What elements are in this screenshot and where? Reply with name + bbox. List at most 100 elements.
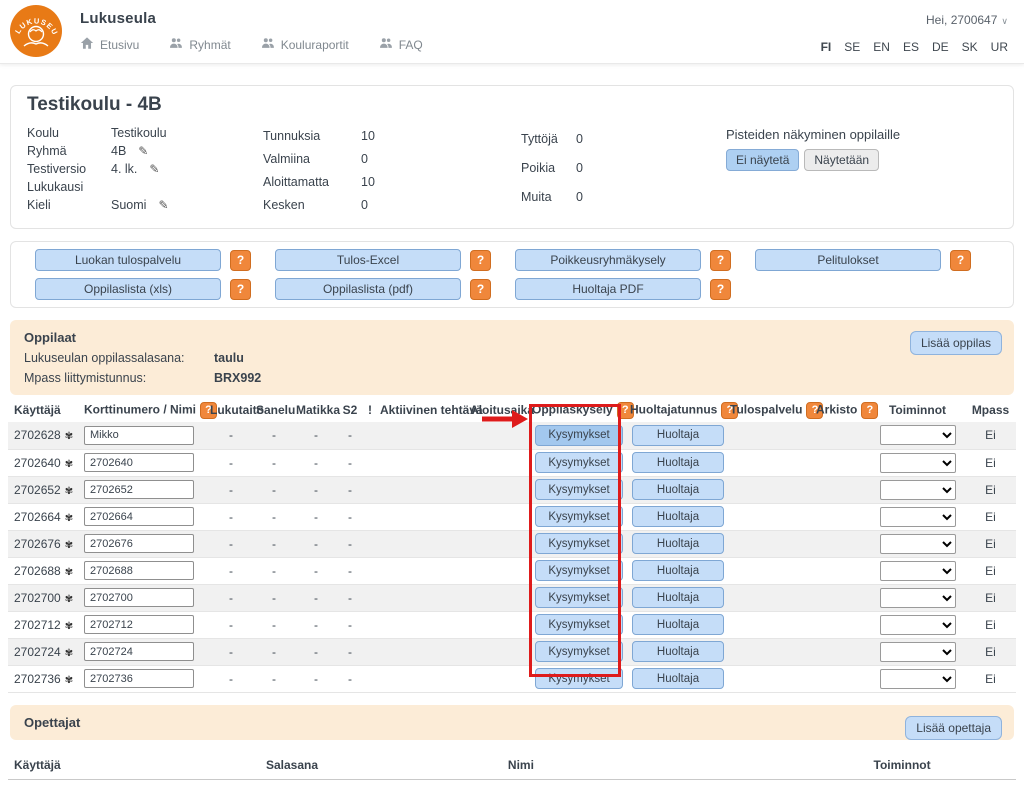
help-button[interactable]: ?	[721, 401, 739, 419]
row-actions-select[interactable]	[879, 641, 956, 662]
help-button[interactable]: ?	[950, 249, 971, 271]
row-actions-select[interactable]	[879, 425, 956, 446]
survey-questions-button[interactable]: Kysymykset	[535, 641, 623, 662]
action-button[interactable]: Poikkeusryhmäkysely	[515, 249, 701, 271]
language-option[interactable]: UR	[990, 40, 1008, 54]
guardian-button[interactable]: Huoltaja	[632, 424, 724, 446]
survey-questions-button[interactable]: Kysymykset	[535, 560, 623, 581]
add-teacher-button[interactable]: Lisää opettaja	[905, 715, 1002, 740]
card-asterisk-icon[interactable]: ✾	[64, 485, 74, 497]
teacher-col-kayttaja: Käyttäjä	[8, 753, 260, 780]
user-menu[interactable]: Hei, 2700647 ∨	[821, 13, 1008, 27]
help-button[interactable]: ?	[806, 401, 824, 419]
guardian-button[interactable]: Huoltaja	[632, 587, 724, 608]
add-student-button[interactable]: Lisää oppilas	[909, 331, 1002, 355]
guardian-button[interactable]: Huoltaja	[632, 560, 724, 581]
language-option[interactable]: SK	[961, 40, 978, 54]
help-button[interactable]: ?	[470, 278, 491, 300]
row-actions-select[interactable]	[879, 533, 956, 554]
row-actions-select[interactable]	[879, 614, 956, 635]
stat-value: 0	[361, 151, 368, 166]
help-button[interactable]: ?	[470, 249, 491, 271]
student-name-input[interactable]	[84, 534, 194, 553]
guardian-button[interactable]: Huoltaja	[632, 506, 724, 527]
nav-item-ryhmat[interactable]: Ryhmät	[169, 36, 231, 53]
row-actions-select[interactable]	[879, 560, 956, 581]
action-button[interactable]: Oppilaslista (xls)	[35, 278, 221, 300]
student-username: 2702688	[14, 563, 61, 578]
action-button[interactable]: Tulos-Excel	[275, 249, 461, 271]
guardian-cell: Huoltaja	[628, 665, 728, 693]
card-asterisk-icon[interactable]: ✾	[64, 458, 74, 470]
survey-questions-button[interactable]: Kysymykset	[535, 614, 623, 635]
lukuseula-logo[interactable]: LUKUSEULA	[7, 0, 62, 57]
guardian-button[interactable]: Huoltaja	[632, 614, 724, 635]
help-button[interactable]: ?	[710, 278, 731, 300]
nav-item-kouluraportit[interactable]: Kouluraportit	[261, 36, 349, 53]
action-button[interactable]: Huoltaja PDF	[515, 278, 701, 300]
card-asterisk-icon[interactable]: ✾	[64, 539, 74, 551]
edit-pencil-icon[interactable]: ✎	[138, 144, 149, 158]
nav-item-etusivu[interactable]: Etusivu	[80, 36, 139, 53]
action-button[interactable]: Luokan tulospalvelu	[35, 249, 221, 271]
card-asterisk-icon[interactable]: ✾	[64, 674, 74, 686]
guardian-button[interactable]: Huoltaja	[632, 479, 724, 500]
stat-row: Kesken 0	[263, 193, 521, 216]
row-actions-select[interactable]	[879, 452, 956, 473]
sanelu-score-cell: -	[254, 665, 294, 693]
sanelu-score-cell: -	[254, 638, 294, 666]
student-name-input[interactable]	[84, 642, 194, 661]
language-option[interactable]: FI	[820, 40, 832, 54]
student-name-input[interactable]	[84, 453, 194, 472]
student-name-input[interactable]	[84, 588, 194, 607]
help-button[interactable]: ?	[200, 401, 218, 419]
help-button[interactable]: ?	[230, 278, 251, 300]
card-asterisk-icon[interactable]: ✾	[64, 647, 74, 659]
help-button[interactable]: ?	[710, 249, 731, 271]
edit-pencil-icon[interactable]: ✎	[158, 198, 169, 212]
action-button[interactable]: Oppilaslista (pdf)	[275, 278, 461, 300]
survey-questions-button[interactable]: Kysymykset	[535, 452, 623, 473]
points-visibility-toggle[interactable]: Näytetään	[804, 149, 880, 171]
survey-questions-button[interactable]: Kysymykset	[535, 424, 623, 446]
student-name-input[interactable]	[84, 425, 194, 445]
help-button[interactable]: ?	[230, 249, 251, 271]
points-visibility-toggle[interactable]: Ei näytetä	[726, 149, 800, 171]
stat-label: Muita	[521, 189, 552, 204]
card-asterisk-icon[interactable]: ✾	[64, 593, 74, 605]
row-actions-select[interactable]	[879, 668, 956, 689]
student-name-input[interactable]	[84, 480, 194, 499]
student-name-input[interactable]	[84, 615, 194, 634]
language-option[interactable]: EN	[873, 40, 890, 54]
edit-pencil-icon[interactable]: ✎	[149, 162, 160, 176]
guardian-button[interactable]: Huoltaja	[632, 668, 724, 689]
s2-score-cell: -	[338, 665, 362, 693]
language-option[interactable]: DE	[931, 40, 949, 54]
row-actions-select[interactable]	[879, 479, 956, 500]
guardian-button[interactable]: Huoltaja	[632, 533, 724, 554]
language-option[interactable]: SE	[844, 40, 861, 54]
survey-questions-button[interactable]: Kysymykset	[535, 506, 623, 527]
card-asterisk-icon[interactable]: ✾	[64, 620, 74, 632]
actions-cell	[870, 449, 965, 477]
guardian-button[interactable]: Huoltaja	[632, 452, 724, 473]
survey-questions-button[interactable]: Kysymykset	[535, 479, 623, 500]
card-asterisk-icon[interactable]: ✾	[64, 431, 74, 443]
language-option[interactable]: ES	[902, 40, 919, 54]
student-name-input[interactable]	[84, 507, 194, 526]
survey-questions-button[interactable]: Kysymykset	[535, 668, 623, 689]
survey-questions-button[interactable]: Kysymykset	[535, 587, 623, 608]
survey-questions-button[interactable]: Kysymykset	[535, 533, 623, 554]
stat-label: Tyttöjä	[521, 131, 558, 146]
row-actions-select[interactable]	[879, 587, 956, 608]
action-button[interactable]: Pelitulokset	[755, 249, 941, 271]
row-actions-select[interactable]	[879, 506, 956, 527]
archive-cell	[814, 611, 870, 639]
guardian-button[interactable]: Huoltaja	[632, 641, 724, 662]
help-button[interactable]: ?	[861, 401, 879, 419]
card-asterisk-icon[interactable]: ✾	[64, 512, 74, 524]
student-name-input[interactable]	[84, 561, 194, 580]
card-asterisk-icon[interactable]: ✾	[64, 566, 74, 578]
student-name-input[interactable]	[84, 669, 194, 688]
nav-item-faq[interactable]: FAQ	[379, 36, 423, 53]
